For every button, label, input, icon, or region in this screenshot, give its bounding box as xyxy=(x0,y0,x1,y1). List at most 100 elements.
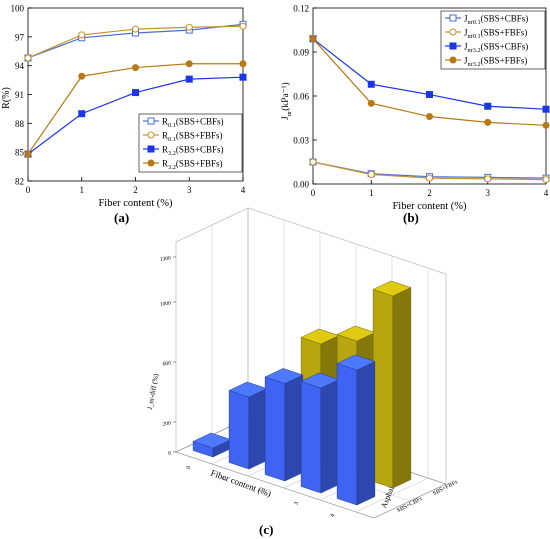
bar-front-face xyxy=(336,363,358,506)
y-axis-a: 82 85 88 91 94 97 100 xyxy=(11,4,32,187)
data-point xyxy=(542,176,550,184)
legend-swatch-marker xyxy=(449,28,457,36)
legend-item: Jnr3.2(SBS+CBFs) xyxy=(445,42,528,55)
bar-side-face xyxy=(392,287,412,489)
legend-label: Jnr3.2(SBS+FBFs) xyxy=(464,56,527,69)
legend-item: Jnr3.2(SBS+FBFs) xyxy=(445,56,527,69)
z-tick-label: 600 xyxy=(162,361,171,368)
legend-item: Jnr0.1(SBS+FBFs) xyxy=(445,28,527,40)
data-point xyxy=(367,80,375,88)
data-point xyxy=(132,25,139,33)
x-tick-label: 1 xyxy=(222,477,229,482)
y-tick-label: 0.09 xyxy=(293,48,309,58)
data-point xyxy=(484,175,492,183)
legend-label: R3.2(SBS+FBFs) xyxy=(162,159,223,172)
bar-top-face xyxy=(372,280,412,297)
data-point xyxy=(484,102,492,110)
legend-item: Jnr0.1(SBS+CBFs) xyxy=(445,14,528,27)
y-tick-label: 100 xyxy=(11,4,25,14)
bar-front-face xyxy=(372,289,394,489)
x-tick-label: 1 xyxy=(369,188,374,198)
x-axis-label-c: Fiber content (%) xyxy=(209,468,272,499)
data-point xyxy=(132,89,139,97)
legend-item: R0.1(SBS+FBFs) xyxy=(143,131,223,144)
z-tick-label: 1300 xyxy=(160,256,172,264)
y-tick-label: 97 xyxy=(15,32,25,42)
x-tick-label: 4 xyxy=(330,513,337,518)
legend-label: R0.1(SBS+FBFs) xyxy=(162,131,223,144)
y-tick-label: 82 xyxy=(15,177,24,187)
bar-3d xyxy=(372,280,412,489)
data-point xyxy=(484,118,492,126)
bar-side-face xyxy=(356,361,376,506)
floor xyxy=(175,417,447,519)
x-tick-label: 3 xyxy=(187,185,192,195)
caption-b: (b) xyxy=(403,210,419,225)
y-tick-label: SBS+CBFs xyxy=(396,496,424,515)
x-tick-label: 4 xyxy=(241,185,246,195)
x-tick-label: 2 xyxy=(427,188,432,198)
y-tick-label: 94 xyxy=(15,61,25,71)
bar-top-face xyxy=(264,368,304,384)
data-point xyxy=(185,60,193,68)
x-axis-c: 0 1 2 3 4 xyxy=(186,465,337,518)
legend-item: R3.2(SBS+FBFs) xyxy=(143,159,223,172)
data-point xyxy=(309,35,317,43)
x-tick-label: 0 xyxy=(26,185,31,195)
legend-item: R3.2(SBS+CBFs) xyxy=(143,145,224,157)
x-axis-label-a: Fiber content (%) xyxy=(98,198,173,209)
data-point xyxy=(309,158,317,166)
y-tick-label: 0.06 xyxy=(293,92,309,102)
legend-swatch-marker xyxy=(147,159,155,167)
y-tick-label: 88 xyxy=(15,119,25,129)
y-tick-label: 85 xyxy=(15,148,25,158)
data-point xyxy=(426,91,433,99)
data-point xyxy=(78,72,86,80)
data-point xyxy=(239,22,247,30)
data-point xyxy=(239,60,247,68)
bar-front-face xyxy=(300,381,322,494)
y-axis-label-a: R(%) xyxy=(1,87,12,109)
data-point xyxy=(367,99,375,107)
legend-label: Jnr3.2(SBS+CBFs) xyxy=(464,42,528,55)
legend-swatch-marker xyxy=(147,131,155,139)
series-b-3 xyxy=(309,35,550,129)
y-tick-label: 91 xyxy=(15,90,24,100)
x-tick-label: 1 xyxy=(80,185,85,195)
data-point xyxy=(426,113,433,121)
y-axis-label-b: Jnr(kPa⁻¹) xyxy=(280,82,293,120)
data-point xyxy=(185,23,193,31)
x-tick-label: 0 xyxy=(311,188,316,198)
x-axis-a: 0 1 2 3 4 xyxy=(26,177,246,195)
y-tick-label: 0.00 xyxy=(293,180,309,190)
x-tick-label: 4 xyxy=(544,188,549,198)
bar-side-face xyxy=(320,379,340,494)
legend-swatch-marker xyxy=(449,56,457,64)
legend-b: Jnr0.1(SBS+CBFs)Jnr0.1(SBS+FBFs) Jnr3.2(S… xyxy=(440,10,546,70)
chart-panel-b: 0 1 2 3 4 0.00 0.03 0.06 0.09 0.12 Fiber content (… xyxy=(280,4,550,212)
series-a-1 xyxy=(24,22,247,62)
z-axis-c: 0 200 600 1000 1300 xyxy=(160,256,176,457)
x-tick-label: 3 xyxy=(486,188,491,198)
z-tick-label: 0 xyxy=(168,451,172,457)
bar-side-face xyxy=(248,388,268,470)
z-axis-label-c: J_nr-diff (%) xyxy=(146,372,160,410)
x-tick-label: 3 xyxy=(294,501,301,506)
y-tick-label: 0.12 xyxy=(293,4,309,14)
bar-3d xyxy=(300,372,340,494)
legend-item: R0.1(SBS+CBFs) xyxy=(143,117,224,130)
z-tick-label: 200 xyxy=(162,421,171,428)
legend-label: R0.1(SBS+CBFs) xyxy=(162,117,224,130)
legend-label: Jnr0.1(SBS+CBFs) xyxy=(464,14,528,27)
data-point xyxy=(78,110,86,118)
data-point xyxy=(78,31,86,39)
x-axis-b: 0 1 2 3 4 xyxy=(311,180,549,198)
bar-3d xyxy=(336,354,376,506)
bar-front-face xyxy=(228,390,250,470)
z-tick-label: 1000 xyxy=(160,301,172,309)
bar-3d xyxy=(228,381,268,470)
data-point xyxy=(367,170,375,178)
bar-top-face xyxy=(336,354,376,371)
legend-box xyxy=(440,10,546,70)
bar-3d xyxy=(264,368,304,482)
